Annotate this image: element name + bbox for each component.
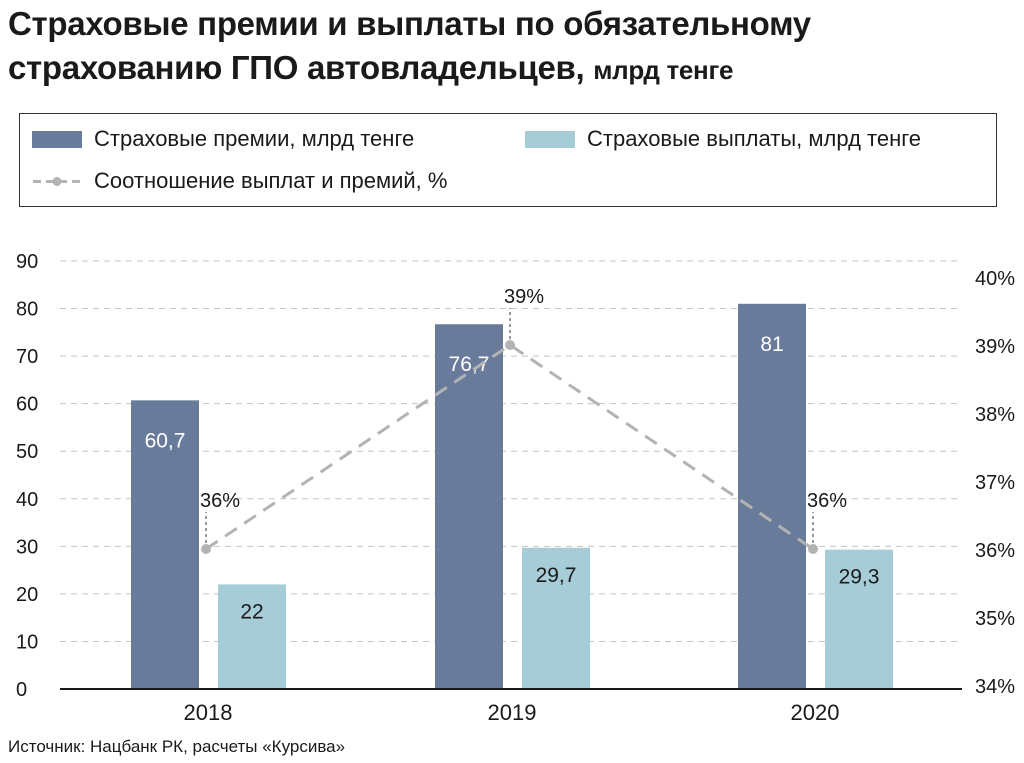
y-left-tick-label: 50 [16, 441, 38, 463]
payout-value-label: 22 [240, 600, 263, 623]
y-left-tick-label: 10 [16, 631, 38, 653]
ratio-line [205, 343, 814, 551]
legend-label-ratio: Соотношение выплат и премий, % [94, 168, 448, 193]
premium-bar [738, 303, 806, 689]
legend-swatch-payouts [525, 130, 575, 148]
premium-value-label: 81 [760, 333, 783, 356]
y-right-tick-label: 36% [975, 540, 1015, 562]
y-left-tick-label: 0 [16, 679, 27, 701]
legend-item-payouts: Страховые выплаты, млрд тенге [525, 126, 921, 152]
payout-value-label: 29,3 [839, 566, 880, 589]
legend-item-premiums: Страховые премии, млрд тенге [32, 126, 414, 152]
y-left-tick-label: 70 [16, 346, 38, 368]
title-main: Страховые премии и выплаты по обязательн… [8, 5, 811, 86]
premium-value-label: 60,7 [145, 429, 186, 452]
ratio-value-label: 39% [504, 286, 544, 308]
ratio-value-label: 36% [807, 490, 847, 512]
chart-title: Страховые премии и выплаты по обязательн… [8, 2, 1018, 92]
y-right-tick-label: 40% [975, 268, 1015, 290]
payout-bar [825, 549, 893, 689]
y-left-tick-label: 20 [16, 584, 38, 606]
legend-swatch-premiums [32, 130, 82, 148]
premium-bar [131, 400, 199, 689]
premium-value-label: 76,7 [449, 353, 490, 376]
legend: Страховые премии, млрд тенге Страховые в… [19, 113, 997, 207]
y-right-tick-label: 39% [975, 336, 1015, 358]
payout-bar [522, 547, 590, 689]
y-left-tick-label: 60 [16, 394, 38, 416]
y-right-tick-label: 37% [975, 472, 1015, 494]
x-tick-label: 2020 [791, 700, 840, 725]
source-note: Источник: Нацбанк РК, расчеты «Курсива» [8, 737, 346, 756]
y-left-tick-label: 30 [16, 536, 38, 558]
y-left-tick-label: 80 [16, 299, 38, 321]
x-tick-label: 2018 [184, 700, 233, 725]
ratio-value-label: 36% [200, 490, 240, 512]
y-right-tick-label: 34% [975, 676, 1015, 698]
ratio-point [808, 544, 818, 554]
x-tick-label: 2019 [488, 700, 537, 725]
y-left-tick-label: 90 [16, 251, 38, 273]
payout-value-label: 29,7 [536, 564, 577, 587]
ratio-point [201, 544, 211, 554]
title-unit: млрд тенге [593, 55, 734, 85]
legend-swatch-ratio [33, 176, 81, 186]
payout-bar [218, 584, 286, 689]
premium-bar [435, 324, 503, 689]
y-left-tick-label: 40 [16, 489, 38, 511]
legend-label-premiums: Страховые премии, млрд тенге [94, 126, 415, 151]
legend-item-ratio: Соотношение выплат и премий, % [32, 168, 447, 194]
ratio-point [505, 340, 515, 350]
y-right-tick-label: 38% [975, 404, 1015, 426]
legend-label-payouts: Страховые выплаты, млрд тенге [587, 126, 922, 151]
y-right-tick-label: 35% [975, 608, 1015, 630]
